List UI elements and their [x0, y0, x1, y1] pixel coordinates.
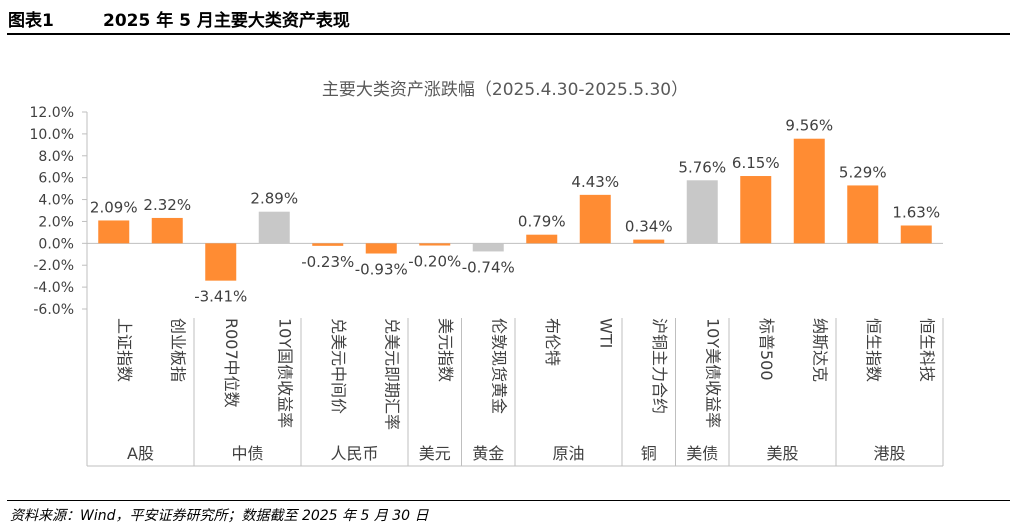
- bar: [419, 243, 451, 246]
- bar: [793, 138, 825, 244]
- bar: [312, 243, 344, 246]
- data-label: -3.41%: [194, 288, 247, 306]
- bar: [151, 217, 183, 244]
- figure-label: 图表1: [8, 11, 54, 31]
- group-label: 铜: [641, 444, 657, 463]
- group-label: 美债: [686, 444, 718, 463]
- bar: [686, 180, 718, 244]
- category-label: 恒生指数: [864, 318, 883, 382]
- y-tick-label: -6.0%: [33, 302, 74, 318]
- y-tick-label: 0.0%: [38, 236, 74, 252]
- bar: [740, 176, 772, 244]
- category-label: 沪铜主力合约: [650, 318, 669, 414]
- category-label: 10Y美债收益率: [703, 318, 722, 428]
- data-label: 4.43%: [571, 173, 619, 191]
- y-tick-label: 6.0%: [38, 171, 74, 187]
- category-label: 纳斯达克: [810, 318, 829, 382]
- bar: [472, 243, 504, 252]
- category-label: 兑美元中间价: [329, 318, 348, 414]
- group-label: 原油: [552, 444, 584, 463]
- category-label: R007中位数: [222, 318, 241, 408]
- y-tick-label: 8.0%: [38, 149, 74, 165]
- figure-title: 2025 年 5 月主要大类资产表现: [103, 11, 350, 31]
- bar: [579, 194, 611, 244]
- y-tick-label: 12.0%: [30, 105, 74, 121]
- group-label: 美股: [766, 444, 798, 463]
- group-label: 港股: [873, 444, 905, 463]
- value-labels: 2.09% 2.32% -3.41% 2.89% -0.23% -0.93% -0.20% -…: [90, 117, 940, 306]
- y-tick-label: 4.0%: [38, 193, 74, 209]
- group-label: 黄金: [472, 444, 504, 463]
- bar: [526, 234, 558, 244]
- category-label: 美元指数: [436, 318, 455, 382]
- bar: [258, 211, 290, 244]
- data-label: 1.63%: [892, 203, 940, 221]
- data-label: -0.20%: [408, 253, 461, 271]
- data-label: 9.56%: [785, 117, 833, 135]
- data-label: 2.32%: [143, 196, 191, 214]
- bar: [633, 239, 665, 244]
- bar: [365, 243, 397, 254]
- group-label: A股: [127, 444, 154, 463]
- data-label: 0.79%: [518, 213, 566, 231]
- chart-title: 主要大类资产涨跌幅（2025.4.30-2025.5.30）: [322, 80, 688, 100]
- y-tick-label: -4.0%: [33, 280, 74, 296]
- y-axis: 12.0% 10.0% 8.0% 6.0% 4.0% 2.0% 0.0% -2.0% -4.0%…: [30, 105, 943, 466]
- y-tick-label: -2.0%: [33, 258, 74, 274]
- category-label: 兑美元即期汇率: [382, 318, 401, 430]
- bar: [847, 185, 879, 244]
- bar: [900, 225, 932, 244]
- bar: [205, 243, 237, 281]
- data-label: -0.23%: [301, 253, 354, 271]
- category-label: 恒生科技: [917, 318, 936, 382]
- category-label: 布伦特: [543, 318, 562, 366]
- group-label: 人民币: [330, 444, 378, 463]
- category-label: 10Y国债收益率: [275, 318, 294, 428]
- header-rule: [7, 33, 1010, 35]
- footer-rule: [7, 500, 1010, 501]
- data-label: -0.93%: [355, 261, 408, 279]
- source-note: 资料来源：Wind，平安证券研究所；数据截至 2025 年 5 月 30 日: [10, 508, 429, 524]
- bar: [98, 220, 130, 244]
- y-tick-label: 10.0%: [30, 127, 74, 143]
- data-label: 5.29%: [839, 163, 887, 181]
- bars: [98, 138, 932, 281]
- data-label: 0.34%: [625, 218, 673, 236]
- y-tick-label: 2.0%: [38, 214, 74, 230]
- group-label: 中债: [231, 444, 263, 463]
- group-label: 美元: [419, 444, 451, 463]
- data-label: 5.76%: [678, 158, 726, 176]
- data-label: -0.74%: [462, 258, 515, 276]
- data-label: 2.89%: [250, 190, 298, 208]
- data-label: 6.15%: [732, 154, 780, 172]
- category-label: 创业板指: [168, 318, 187, 382]
- category-label: WTI: [596, 318, 615, 348]
- category-label: 上证指数: [115, 318, 134, 382]
- category-label: 伦敦现货黄金: [489, 318, 508, 414]
- x-axis: 上证指数 创业板指 R007中位数 10Y国债收益率 兑美元中间价 兑美元即期汇率 美元指数…: [86, 243, 944, 467]
- figure-header: 图表1 2025 年 5 月主要大类资产表现: [0, 0, 1017, 36]
- bar-chart: 主要大类资产涨跌幅（2025.4.30-2025.5.30） 12.0% 10.0…: [30, 80, 944, 467]
- data-label: 2.09%: [90, 198, 138, 216]
- category-label: 标普500: [757, 318, 776, 381]
